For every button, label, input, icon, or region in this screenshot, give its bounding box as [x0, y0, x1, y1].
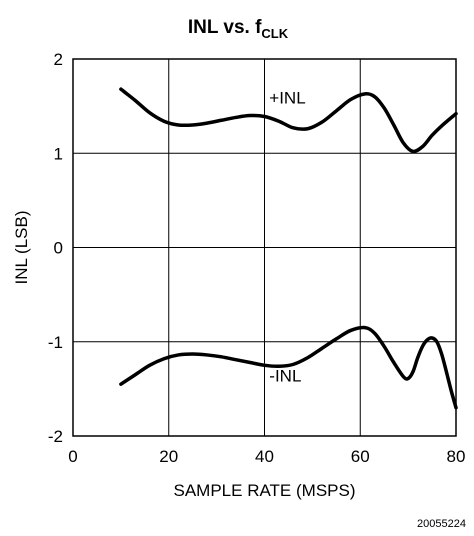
figure-id: 20055224: [417, 518, 466, 530]
x-tick-label-40: 40: [255, 447, 274, 466]
grid-lines: [73, 59, 456, 436]
x-tick-label-60: 60: [351, 447, 370, 466]
chart-title-main: INL vs. f: [188, 17, 262, 38]
y-tick-label--1: -1: [48, 333, 63, 352]
series-layer: +INL -INL: [119, 87, 458, 410]
y-axis-label: INL (LSB): [12, 210, 31, 284]
plot-frame: [72, 58, 457, 437]
x-tick-label-20: 20: [159, 447, 178, 466]
tick-labels: 0 20 40 60 80 -2 -1 0 1 2: [48, 50, 466, 466]
series-label-minus-inl: -INL: [269, 366, 301, 385]
series-label-plus-inl: +INL: [269, 88, 305, 107]
chart-title: INL vs. fCLK: [188, 17, 289, 41]
y-tick-label--2: -2: [48, 427, 63, 446]
x-axis-label: SAMPLE RATE (MSPS): [174, 481, 356, 500]
y-tick-label-0: 0: [54, 239, 63, 258]
x-tick-label-0: 0: [68, 447, 77, 466]
series-line-minus-inl: [119, 325, 458, 410]
chart-title-subscript: CLK: [261, 26, 288, 41]
y-tick-label-2: 2: [54, 50, 63, 69]
series-line-plus-inl: [119, 87, 458, 154]
y-tick-label-1: 1: [54, 144, 63, 163]
x-tick-label-80: 80: [447, 447, 466, 466]
